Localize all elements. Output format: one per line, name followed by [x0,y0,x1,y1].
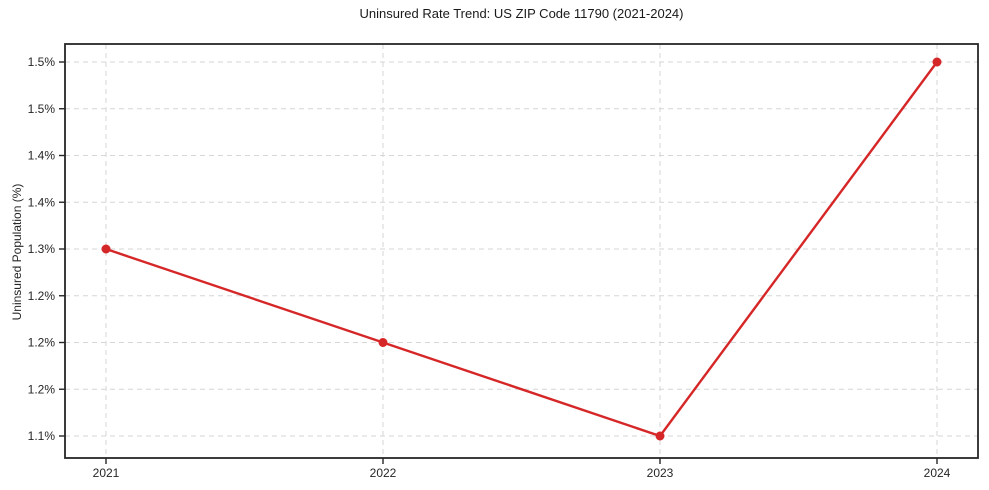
chart-title: Uninsured Rate Trend: US ZIP Code 11790 … [359,6,684,21]
plot-border [64,43,979,459]
y-tick-label: 1.4% [28,149,56,163]
y-tick-label: 1.5% [28,55,56,69]
data-point-marker [655,431,665,441]
y-tick-label: 1.2% [28,382,56,396]
data-point-marker [378,338,388,347]
y-tick-label: 1.2% [28,336,56,350]
y-tick-label: 1.3% [28,242,56,256]
y-tick-label: 1.2% [28,289,56,303]
x-tick-label: 2022 [370,466,397,480]
x-tick-label: 2024 [924,466,951,480]
y-tick-label: 1.4% [28,195,56,209]
y-tick-label: 1.1% [28,429,56,443]
y-tick-label: 1.5% [28,102,56,116]
data-point-marker [101,244,111,254]
x-tick-label: 2023 [647,466,674,480]
x-tick-label: 2021 [93,466,120,480]
data-point-marker [932,57,942,67]
trend-line [105,61,938,438]
